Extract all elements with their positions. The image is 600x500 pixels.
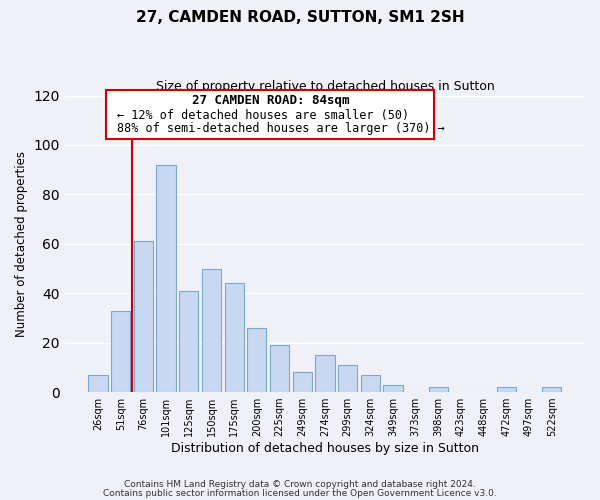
Bar bbox=[111, 310, 130, 392]
Bar bbox=[179, 291, 199, 392]
Text: 27, CAMDEN ROAD, SUTTON, SM1 2SH: 27, CAMDEN ROAD, SUTTON, SM1 2SH bbox=[136, 10, 464, 25]
Text: 88% of semi-detached houses are larger (370) →: 88% of semi-detached houses are larger (… bbox=[117, 122, 445, 135]
Bar bbox=[383, 384, 403, 392]
FancyBboxPatch shape bbox=[106, 90, 434, 138]
Bar bbox=[224, 284, 244, 392]
Bar bbox=[157, 164, 176, 392]
Bar bbox=[428, 387, 448, 392]
Bar bbox=[88, 375, 108, 392]
Bar bbox=[361, 375, 380, 392]
Bar bbox=[270, 345, 289, 392]
Title: Size of property relative to detached houses in Sutton: Size of property relative to detached ho… bbox=[155, 80, 494, 93]
Bar bbox=[293, 372, 312, 392]
Bar bbox=[134, 242, 153, 392]
Text: ← 12% of detached houses are smaller (50): ← 12% of detached houses are smaller (50… bbox=[117, 109, 409, 122]
Text: Contains public sector information licensed under the Open Government Licence v3: Contains public sector information licen… bbox=[103, 488, 497, 498]
Text: Contains HM Land Registry data © Crown copyright and database right 2024.: Contains HM Land Registry data © Crown c… bbox=[124, 480, 476, 489]
Bar bbox=[497, 387, 516, 392]
Bar bbox=[338, 365, 357, 392]
Text: 27 CAMDEN ROAD: 84sqm: 27 CAMDEN ROAD: 84sqm bbox=[191, 94, 349, 107]
X-axis label: Distribution of detached houses by size in Sutton: Distribution of detached houses by size … bbox=[171, 442, 479, 455]
Y-axis label: Number of detached properties: Number of detached properties bbox=[15, 151, 28, 337]
Bar bbox=[202, 268, 221, 392]
Bar bbox=[247, 328, 266, 392]
Bar bbox=[315, 355, 335, 392]
Bar bbox=[542, 387, 562, 392]
